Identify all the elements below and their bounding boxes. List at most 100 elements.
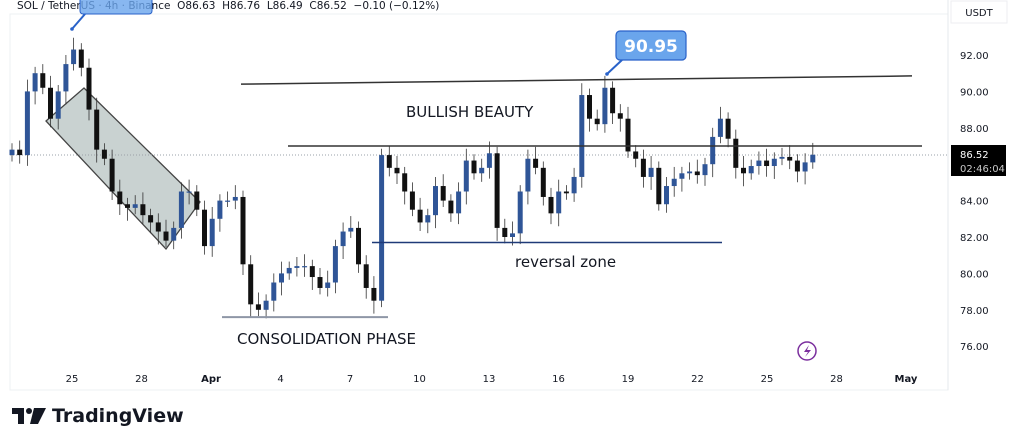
candle-up bbox=[263, 300, 269, 310]
candle-up bbox=[71, 49, 77, 65]
candle-up bbox=[286, 267, 292, 274]
candle-up bbox=[664, 186, 669, 205]
candle-down bbox=[625, 118, 631, 152]
candle-down bbox=[402, 173, 408, 192]
tradingview-logo[interactable]: TradingView bbox=[12, 405, 184, 427]
candle-up bbox=[325, 282, 331, 288]
candle-up bbox=[217, 200, 223, 219]
candle-up bbox=[55, 91, 61, 119]
candle-up bbox=[63, 64, 69, 92]
candle-up bbox=[687, 171, 693, 174]
tradingview-logo-icon bbox=[12, 408, 46, 424]
ohlc-low: L86.49 bbox=[266, 0, 303, 12]
time-tick-label: 4 bbox=[277, 374, 283, 385]
candle-up bbox=[132, 204, 138, 208]
candle-up bbox=[648, 167, 654, 177]
candle-down bbox=[371, 287, 377, 301]
candle-down bbox=[309, 266, 315, 278]
resistance-top-line[interactable] bbox=[240, 75, 913, 85]
descending-channel[interactable] bbox=[45, 87, 201, 251]
last-price-badge bbox=[951, 145, 1006, 176]
candle-up bbox=[679, 173, 685, 179]
candle-down bbox=[248, 264, 254, 305]
candle-down bbox=[494, 153, 500, 228]
time-tick-label: 22 bbox=[691, 374, 704, 385]
candle-up bbox=[579, 95, 585, 177]
candle-up bbox=[332, 246, 338, 283]
candle-up bbox=[702, 164, 708, 176]
currency-badge[interactable] bbox=[950, 0, 1008, 24]
candle-down bbox=[417, 209, 423, 223]
time-tick-label: 7 bbox=[347, 374, 353, 385]
ohlc-close: C86.52 bbox=[309, 0, 347, 12]
currency-label: USDT bbox=[965, 8, 993, 19]
candle-up bbox=[425, 215, 431, 223]
candle-down bbox=[787, 156, 793, 161]
price-tick-label: 82.00 bbox=[960, 233, 989, 244]
candle-up bbox=[771, 158, 777, 167]
candle-down bbox=[502, 227, 508, 237]
candle-down bbox=[17, 149, 23, 156]
time-tick-label: 16 bbox=[552, 374, 565, 385]
candle-down bbox=[394, 167, 400, 174]
candle-up bbox=[232, 196, 238, 201]
peak-callout-value: 90.95 bbox=[624, 37, 678, 57]
candle-down bbox=[125, 204, 130, 208]
candle-up bbox=[571, 176, 577, 194]
candle-down bbox=[78, 49, 84, 68]
candle-up bbox=[271, 282, 277, 301]
candle-down bbox=[202, 209, 207, 247]
candle-up bbox=[802, 162, 808, 172]
candle-down bbox=[617, 113, 623, 119]
lightning-icon[interactable] bbox=[797, 341, 817, 361]
candle-down bbox=[163, 231, 169, 241]
candle-down bbox=[255, 304, 261, 310]
time-axis: 25 28 Apr 4 7 10 13 16 19 22 25 28 May bbox=[66, 374, 918, 385]
candle-up bbox=[24, 91, 30, 156]
candle-up bbox=[717, 118, 723, 137]
time-tick-label: 13 bbox=[483, 374, 496, 385]
peak-callout[interactable]: 90.95 bbox=[605, 30, 687, 76]
candle-down bbox=[533, 158, 539, 168]
candle-down bbox=[440, 186, 446, 201]
candle-up bbox=[209, 218, 215, 247]
price-tick-label: 80.00 bbox=[960, 269, 989, 280]
consolidation-label: CONSOLIDATION PHASE bbox=[237, 330, 416, 348]
candle-down bbox=[148, 215, 154, 223]
candle-up bbox=[710, 136, 716, 165]
candle-up bbox=[186, 191, 192, 193]
candle-up bbox=[486, 153, 492, 168]
candle-up bbox=[225, 200, 231, 202]
candles bbox=[9, 37, 816, 319]
candle-up bbox=[517, 191, 523, 234]
top-callout[interactable] bbox=[70, 0, 153, 31]
candle-down bbox=[725, 118, 731, 139]
bullish-beauty-label: BULLISH BEAUTY bbox=[406, 103, 534, 121]
candle-down bbox=[610, 87, 616, 114]
candle-up bbox=[433, 186, 438, 216]
candle-up bbox=[671, 178, 677, 187]
price-tick-label: 76.00 bbox=[960, 342, 989, 353]
candle-down bbox=[548, 196, 554, 214]
price-tick-label: 78.00 bbox=[960, 306, 989, 317]
time-tick-label: May bbox=[895, 374, 918, 385]
candle-up bbox=[302, 266, 308, 268]
candle-down bbox=[540, 167, 546, 197]
candle-up bbox=[32, 73, 38, 92]
candle-up bbox=[456, 191, 462, 214]
brand-name: TradingView bbox=[52, 405, 184, 427]
candle-down bbox=[794, 160, 800, 172]
candle-down bbox=[109, 158, 115, 192]
candle-up bbox=[556, 191, 562, 214]
candle-down bbox=[86, 67, 92, 110]
candle-down bbox=[356, 227, 361, 265]
candle-up bbox=[756, 160, 762, 167]
candle-down bbox=[317, 277, 323, 288]
candle-up bbox=[9, 149, 15, 156]
candle-down bbox=[640, 158, 646, 177]
candle-down bbox=[386, 155, 392, 168]
last-price-value: 86.52 bbox=[960, 150, 989, 161]
time-tick-label: 28 bbox=[135, 374, 148, 385]
candle-up bbox=[178, 191, 184, 228]
